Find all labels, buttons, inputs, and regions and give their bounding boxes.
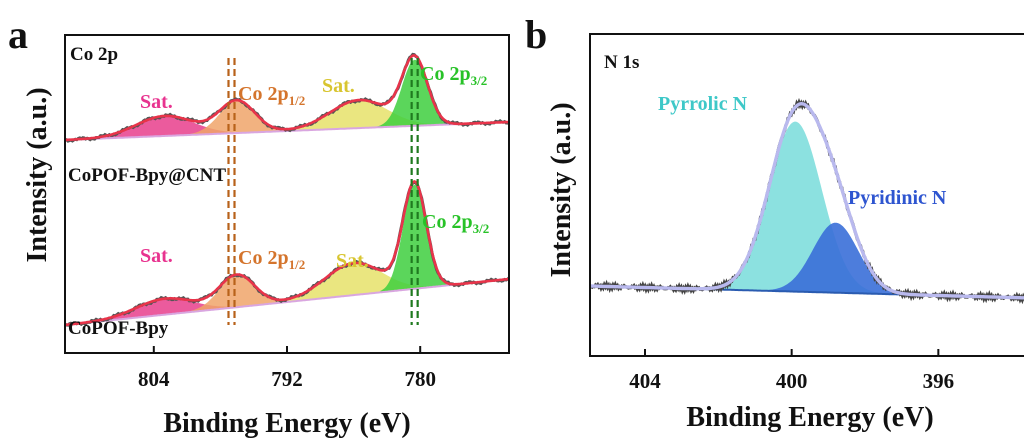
spectrum-name-bottom: CoPOF-Bpy <box>68 318 169 339</box>
panel-b-component-fills <box>590 121 1024 298</box>
component-label-0-0: Sat. <box>140 91 173 113</box>
xtick-label: 400 <box>776 369 808 393</box>
component-fill-1-1 <box>183 275 290 313</box>
xtick-label: 804 <box>138 367 170 391</box>
panel-b-xlabel: Binding Energy (eV) <box>686 402 933 433</box>
component-fill-0-3 <box>377 59 453 128</box>
component-fill-0-1 <box>183 101 290 136</box>
fit-envelope <box>590 101 1024 300</box>
component-fill-1-0 <box>78 298 252 324</box>
component-fill-1-2 <box>266 263 441 305</box>
panel-a: a Intensity (a.u.) Binding Energy (eV) C… <box>8 12 510 439</box>
xtick-label: 396 <box>923 369 955 393</box>
panel-a-xticks: 804 792 780 <box>138 346 436 391</box>
panel-a-ylabel: Intensity (a.u.) <box>22 87 53 262</box>
panel-b-curves <box>589 97 1024 305</box>
component-fill-1-3 <box>380 184 450 293</box>
panel-b-spectrum-label: N 1s <box>604 52 639 73</box>
panel-b: b Intensity (a.u.) Binding Energy (eV) N… <box>525 12 1024 433</box>
panel-a-xlabel: Binding Energy (eV) <box>163 408 410 438</box>
component-label-0: Pyrrolic N <box>658 93 748 115</box>
component-label-1-3: Co 2p3/2 <box>422 211 489 236</box>
panel-a-letter: a <box>8 12 28 57</box>
component-label-1: Pyridinic N <box>848 187 947 209</box>
component-label-0-1: Co 2p1/2 <box>238 83 305 108</box>
fit-envelope-0 <box>65 54 510 142</box>
panel-b-frame <box>589 33 1024 357</box>
xtick-label: 404 <box>629 369 661 393</box>
component-label-1-1: Co 2p1/2 <box>238 247 305 272</box>
panel-b-component-labels: Pyrrolic N Pyridinic N <box>658 93 947 209</box>
component-label-1-0: Sat. <box>140 245 173 267</box>
panel-b-letter: b <box>525 12 547 57</box>
component-fill-1 <box>590 222 1024 298</box>
xtick-label: 780 <box>404 367 436 391</box>
component-label-0-2: Sat. <box>322 75 355 97</box>
fit-envelope-1 <box>64 179 510 327</box>
xtick-label: 792 <box>271 367 303 391</box>
panel-a-component-labels: Sat. Co 2p1/2 Sat. Co 2p3/2 Sat. Co 2p1/2 Sat.… <box>140 63 489 272</box>
panel-b-ylabel: Intensity (a.u.) <box>546 102 577 277</box>
panel-a-dashed-markers <box>227 58 419 325</box>
component-label-1-2: Sat. <box>336 250 369 272</box>
background-line-1 <box>64 278 510 326</box>
panel-b-xticks: 404 400 396 <box>629 349 954 393</box>
panel-a-spectrum-label: Co 2p <box>70 44 118 65</box>
spectrum-name-top: CoPOF-Bpy@CNT <box>68 165 226 186</box>
panel-a-curves <box>64 52 510 327</box>
component-fill-0 <box>590 121 1024 298</box>
panel-a-component-fills <box>78 59 453 324</box>
component-label-0-3: Co 2p3/2 <box>420 63 487 88</box>
